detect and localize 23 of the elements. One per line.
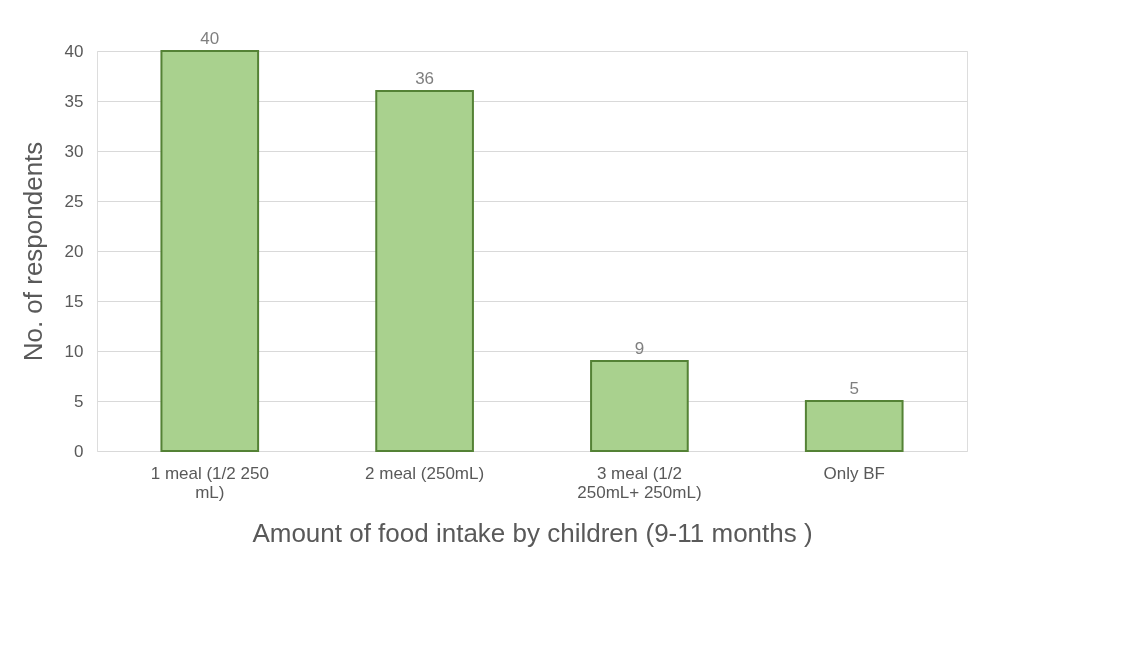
y-tick-label: 20 <box>64 241 84 261</box>
y-tick-label: 35 <box>64 91 84 111</box>
y-tick-label: 40 <box>64 41 84 61</box>
bar <box>804 400 904 452</box>
y-axis-title: No. of respondents <box>17 141 48 362</box>
x-axis-title: Amount of food intake by children (9-11 months ) <box>252 517 813 548</box>
bar <box>160 50 260 452</box>
x-tick-label: 3 meal (1/2 250mL+ 250mL) <box>577 463 702 502</box>
x-tick-label: 1 meal (1/2 250 mL) <box>150 463 269 502</box>
y-tick-label: 0 <box>74 441 84 461</box>
x-tick-label: Only BF <box>823 463 885 483</box>
y-tick-label: 5 <box>74 391 84 411</box>
data-label: 40 <box>200 29 220 48</box>
y-tick-label: 10 <box>64 341 84 361</box>
data-label: 9 <box>634 339 645 358</box>
y-tick-label: 25 <box>64 191 84 211</box>
bar <box>375 90 474 452</box>
data-label: 5 <box>849 379 859 398</box>
bar <box>590 360 689 452</box>
y-tick-label: 30 <box>64 141 84 161</box>
y-tick-label: 15 <box>64 291 84 311</box>
data-label: 36 <box>415 69 435 88</box>
x-tick-label: 2 meal (250mL) <box>365 463 485 483</box>
